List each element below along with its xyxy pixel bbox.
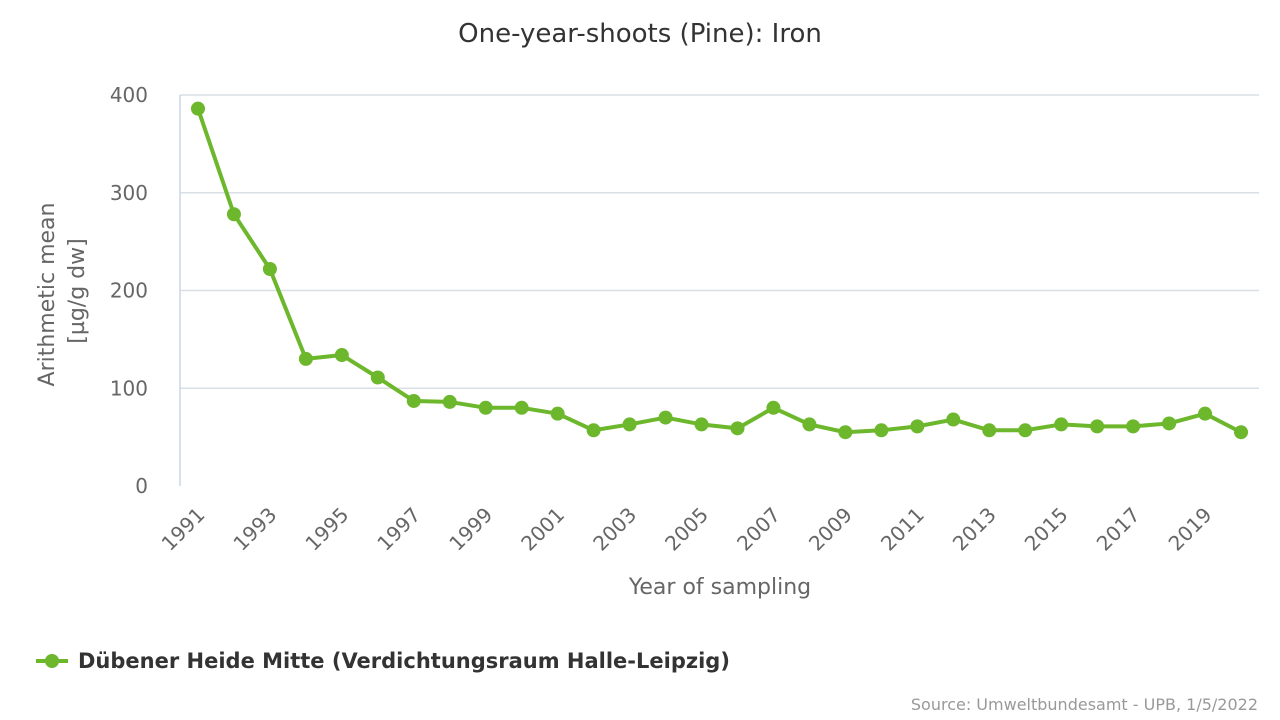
y-tick-label: 100	[110, 376, 148, 400]
data-point[interactable]	[190, 101, 205, 116]
data-point[interactable]	[334, 348, 349, 363]
data-point[interactable]	[262, 261, 277, 276]
x-tick-label: 2011	[876, 503, 929, 556]
data-point[interactable]	[982, 423, 997, 438]
y-axis-title: Arithmetic mean [µg/g dw]	[35, 196, 90, 387]
x-tick-label: 2005	[660, 503, 713, 556]
y-axis-ticks: 0 100 200 300 400	[110, 83, 148, 498]
y-axis-title-line-1: Arithmetic mean	[35, 203, 60, 387]
data-point[interactable]	[550, 406, 565, 421]
x-axis-title: Year of sampling	[628, 575, 811, 600]
data-point[interactable]	[946, 412, 961, 427]
x-tick-label: 1995	[300, 503, 353, 556]
x-tick-label: 2001	[516, 503, 569, 556]
x-tick-label: 1993	[228, 503, 281, 556]
data-point[interactable]	[406, 393, 421, 408]
x-tick-label: 2013	[948, 503, 1001, 556]
x-tick-label: 1999	[444, 503, 497, 556]
x-tick-label: 2017	[1092, 503, 1145, 556]
x-tick-label: 1991	[157, 503, 210, 556]
data-point[interactable]	[1054, 417, 1069, 432]
y-tick-label: 300	[110, 181, 148, 205]
data-point[interactable]	[478, 400, 493, 415]
data-point[interactable]	[226, 207, 241, 222]
data-point[interactable]	[586, 423, 601, 438]
x-tick-label: 2009	[804, 503, 857, 556]
data-point[interactable]	[298, 351, 313, 366]
data-point[interactable]	[910, 419, 925, 434]
legend[interactable]: Dübener Heide Mitte (Verdichtungsraum Ha…	[36, 649, 730, 673]
data-point[interactable]	[838, 425, 853, 440]
data-point[interactable]	[1162, 416, 1177, 431]
x-axis-ticks: 1991 1993 1995 1997 1999 2001 2003 2005 2007 2009…	[157, 503, 1217, 556]
data-point[interactable]	[1090, 419, 1105, 434]
y-axis-title-line-2: [µg/g dw]	[65, 238, 90, 343]
series-line	[196, 108, 1242, 435]
data-point[interactable]	[370, 370, 385, 385]
credits-text: Source: Umweltbundesamt - UPB, 1/5/2022	[911, 695, 1258, 714]
data-point[interactable]	[442, 394, 457, 409]
x-tick-label: 2019	[1164, 503, 1217, 556]
y-tick-label: 400	[110, 83, 148, 107]
y-tick-label: 0	[135, 474, 148, 498]
data-point[interactable]	[1198, 406, 1213, 421]
x-tick-label: 1997	[372, 503, 425, 556]
data-point[interactable]	[514, 400, 529, 415]
data-point[interactable]	[802, 417, 817, 432]
data-point[interactable]	[1018, 423, 1033, 438]
data-point[interactable]	[730, 421, 745, 436]
data-point[interactable]	[766, 400, 781, 415]
x-tick-label: 2015	[1020, 503, 1073, 556]
data-point[interactable]	[1126, 419, 1141, 434]
legend-item-label[interactable]: Dübener Heide Mitte (Verdichtungsraum Ha…	[78, 649, 730, 673]
grid-lines	[179, 94, 1259, 486]
data-point[interactable]	[874, 423, 889, 438]
series-group	[190, 101, 1249, 440]
data-point[interactable]	[1234, 425, 1249, 440]
data-point[interactable]	[658, 410, 673, 425]
data-point[interactable]	[694, 417, 709, 432]
data-point[interactable]	[622, 417, 637, 432]
x-tick-label: 2007	[732, 503, 785, 556]
chart-title: One-year-shoots (Pine): Iron	[458, 19, 822, 49]
x-tick-label: 2003	[588, 503, 641, 556]
y-tick-label: 200	[110, 279, 148, 303]
legend-marker-symbol	[45, 654, 59, 668]
